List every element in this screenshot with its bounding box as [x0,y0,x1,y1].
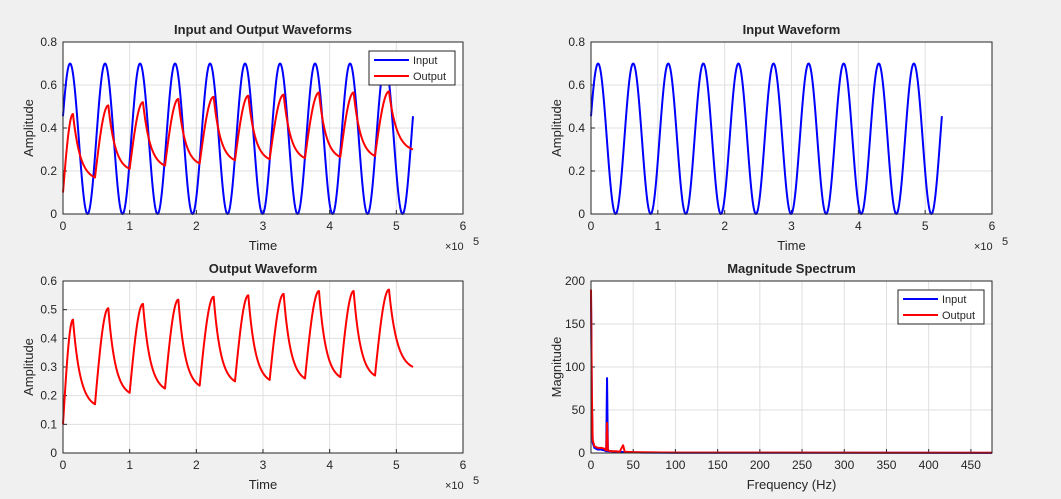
x-tick-label: 4 [326,219,333,233]
x-exponent-label: ×10 [445,241,464,253]
x-exponent-power: 5 [473,236,479,248]
y-tick-label: 150 [565,317,585,331]
x-tick-label: 2 [193,458,200,472]
x-tick-label: 1 [126,219,133,233]
legend: Input Output [897,289,985,325]
legend-box [368,50,456,86]
y-tick-label: 0.8 [40,35,57,49]
x-tick-label: 5 [393,219,400,233]
x-tick-label: 6 [460,458,467,472]
x-axis-label: Time [249,238,277,253]
y-tick-label: 0.6 [40,274,57,288]
plot-title: Output Waveform [209,261,318,276]
x-axis-label: Frequency (Hz) [747,477,837,492]
x-tick-label: 200 [750,458,770,472]
series-line-output [62,288,414,425]
x-tick-label: 2 [193,219,200,233]
plot-title: Magnitude Spectrum [727,261,856,276]
y-tick-label: 0 [578,207,585,221]
y-tick-label: 0.2 [568,164,585,178]
plot-magnitude-spectrum: 0 50 100 150 200 250 300 350 400 450 0 50 100 150 200 M… [549,261,993,492]
x-tick-label: 4 [326,458,333,472]
x-tick-label: 2 [721,219,728,233]
y-axis-label: Amplitude [21,99,36,157]
legend-label-output: Output [942,310,975,322]
y-tick-label: 0.3 [40,360,57,374]
legend: Input Output [368,50,456,86]
x-tick-label: 100 [665,458,685,472]
y-tick-label: 0.6 [568,78,585,92]
x-tick-label: 400 [919,458,939,472]
y-tick-label: 200 [565,274,585,288]
y-tick-label: 0.4 [568,121,585,135]
legend-label-output: Output [413,71,446,83]
y-axis-label: Magnitude [549,337,564,398]
x-tick-label: 0 [60,219,67,233]
x-tick-label: 150 [708,458,728,472]
y-tick-label: 0 [50,207,57,221]
x-tick-label: 4 [855,219,862,233]
x-tick-label: 0 [60,458,67,472]
plot-title: Input Waveform [743,22,841,37]
x-tick-label: 5 [393,458,400,472]
x-exponent-power: 5 [473,475,479,487]
y-tick-label: 0.2 [40,389,57,403]
y-tick-label: 0.5 [40,303,57,317]
series-line-input [62,62,414,215]
series-line-output [62,90,414,193]
x-tick-label: 350 [876,458,896,472]
series-line-output [590,289,993,454]
legend-box [897,289,985,325]
y-tick-label: 0.2 [40,164,57,178]
x-tick-label: 5 [922,219,929,233]
x-tick-label: 6 [460,219,467,233]
x-tick-label: 3 [788,219,795,233]
x-tick-label: 3 [260,219,267,233]
y-tick-label: 0.6 [40,78,57,92]
y-axis-label: Amplitude [21,338,36,396]
x-exponent-label: ×10 [974,241,993,253]
y-tick-label: 0 [50,446,57,460]
x-axis-label: Time [249,477,277,492]
axes-frame [590,280,993,454]
y-tick-label: 0.8 [568,35,585,49]
x-tick-label: 6 [989,219,996,233]
plot-title: Input and Output Waveforms [174,22,352,37]
axes-frame [62,280,464,454]
legend-label-input: Input [942,294,966,306]
y-tick-label: 0.4 [40,121,57,135]
y-tick-label: 50 [572,403,586,417]
axes-frame [590,41,993,215]
x-tick-label: 450 [961,458,981,472]
x-exponent-power: 5 [1002,236,1008,248]
x-tick-label: 50 [627,458,641,472]
y-tick-label: 0 [578,446,585,460]
x-tick-label: 3 [260,458,267,472]
x-tick-label: 250 [792,458,812,472]
y-tick-label: 100 [565,360,585,374]
x-tick-label: 1 [126,458,133,472]
y-tick-label: 0.1 [40,417,57,431]
axes-frame [62,41,464,215]
x-axis-label: Time [777,238,805,253]
x-exponent-label: ×10 [445,480,464,492]
x-tick-label: 0 [588,219,595,233]
y-tick-label: 0.4 [40,331,57,345]
legend-label-input: Input [413,55,437,67]
x-tick-label: 0 [588,458,595,472]
series-line-input [590,62,943,215]
y-axis-label: Amplitude [549,99,564,157]
x-tick-label: 1 [654,219,661,233]
x-tick-label: 300 [834,458,854,472]
